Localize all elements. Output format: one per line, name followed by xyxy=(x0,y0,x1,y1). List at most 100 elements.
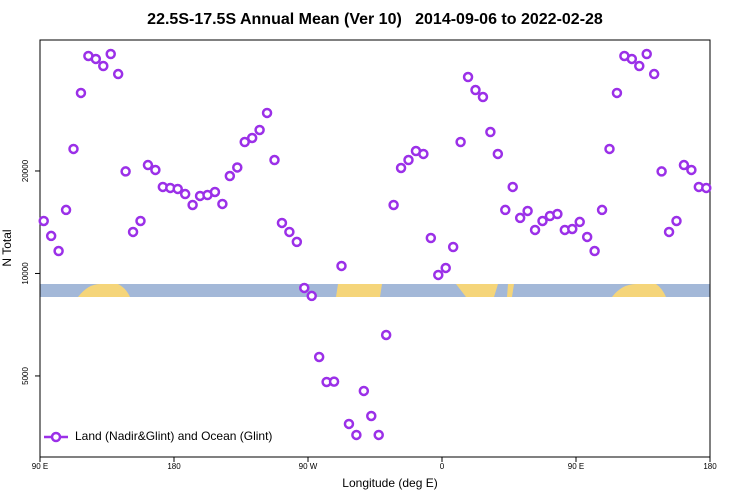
data-point xyxy=(552,208,563,220)
data-point xyxy=(336,260,347,272)
data-point xyxy=(492,148,504,160)
data-point xyxy=(98,60,109,72)
data-point xyxy=(150,164,161,176)
data-point xyxy=(75,87,87,99)
data-point xyxy=(38,215,49,227)
data-point xyxy=(604,143,615,155)
x-tick-label: 180 xyxy=(703,462,717,471)
data-point xyxy=(686,164,697,176)
data-point xyxy=(306,290,317,302)
data-point xyxy=(470,84,481,96)
data-point xyxy=(663,226,675,238)
data-point xyxy=(403,154,414,166)
data-point xyxy=(120,166,131,177)
data-point xyxy=(433,269,444,281)
land-patch xyxy=(78,284,130,297)
data-point xyxy=(135,215,146,227)
data-point xyxy=(529,224,541,236)
data-point xyxy=(142,159,154,171)
x-axis-label: Longitude (deg E) xyxy=(342,476,437,490)
data-point xyxy=(671,215,682,227)
data-point xyxy=(246,132,258,144)
data-point xyxy=(462,71,474,83)
data-point xyxy=(656,166,667,177)
data-point xyxy=(366,410,377,422)
data-point xyxy=(388,199,399,211)
data-point xyxy=(291,236,303,248)
data-point xyxy=(574,216,585,228)
data-point xyxy=(507,181,518,193)
data-point xyxy=(299,282,310,294)
data-point xyxy=(127,226,139,238)
data-point xyxy=(343,418,355,430)
data-point xyxy=(596,204,608,216)
y-tick-label: 20000 xyxy=(21,159,30,182)
data-point xyxy=(269,154,280,166)
data-point xyxy=(105,48,116,60)
data-point xyxy=(261,107,273,119)
data-point xyxy=(395,162,407,174)
x-tick-label: 90 W xyxy=(299,462,318,471)
data-point xyxy=(455,136,466,148)
data-point xyxy=(254,124,265,136)
data-point xyxy=(589,245,600,257)
land-patch xyxy=(612,284,666,297)
data-point xyxy=(179,188,191,200)
data-point xyxy=(477,91,489,103)
data-point xyxy=(380,329,392,341)
data-point xyxy=(172,183,183,195)
y-tick-label: 10000 xyxy=(21,262,30,285)
land-patch xyxy=(336,284,382,297)
data-point xyxy=(373,429,384,441)
data-point xyxy=(447,241,459,253)
legend: Land (Nadir&Glint) and Ocean (Glint) xyxy=(44,429,272,443)
data-point xyxy=(68,143,79,155)
data-point xyxy=(641,48,652,60)
data-point xyxy=(418,148,429,160)
y-tick-label: 5000 xyxy=(21,366,30,384)
data-point xyxy=(522,205,533,217)
data-point xyxy=(581,231,593,243)
data-point xyxy=(626,53,638,65)
data-point xyxy=(500,204,511,216)
data-point xyxy=(440,262,451,274)
data-point xyxy=(53,245,64,257)
data-point xyxy=(313,351,325,363)
data-point xyxy=(90,53,102,65)
data-point xyxy=(425,232,437,244)
data-point xyxy=(701,182,712,194)
data-point xyxy=(351,429,362,441)
data-point xyxy=(634,60,645,72)
land-patch xyxy=(456,284,498,297)
data-point xyxy=(60,204,72,216)
legend-label: Land (Nadir&Glint) and Ocean (Glint) xyxy=(75,429,272,443)
data-point xyxy=(187,199,198,211)
data-point xyxy=(45,230,57,242)
data-point xyxy=(485,126,496,138)
x-tick-label: 90 E xyxy=(32,462,48,471)
plot-frame xyxy=(39,39,711,458)
chart-title: 22.5S-17.5S Annual Mean (Ver 10) 2014-09… xyxy=(147,11,603,28)
y-axis-label: N Total xyxy=(0,229,14,266)
x-tick-label: 0 xyxy=(440,462,445,471)
data-point xyxy=(611,87,623,99)
data-point xyxy=(678,159,690,171)
data-point xyxy=(514,212,526,224)
data-point xyxy=(358,385,370,397)
data-point xyxy=(239,136,250,148)
data-point xyxy=(232,162,243,173)
data-point xyxy=(276,217,288,229)
data-point xyxy=(648,68,660,80)
land-patch xyxy=(507,284,514,297)
x-tick-label: 90 E xyxy=(568,462,584,471)
data-point xyxy=(328,376,340,387)
data-point xyxy=(224,170,236,182)
data-point xyxy=(112,68,124,80)
map-strip xyxy=(40,284,710,297)
data-point xyxy=(217,198,228,210)
data-point xyxy=(567,223,578,235)
x-tick-label: 180 xyxy=(167,462,181,471)
data-point xyxy=(537,215,548,227)
data-point xyxy=(209,186,221,198)
